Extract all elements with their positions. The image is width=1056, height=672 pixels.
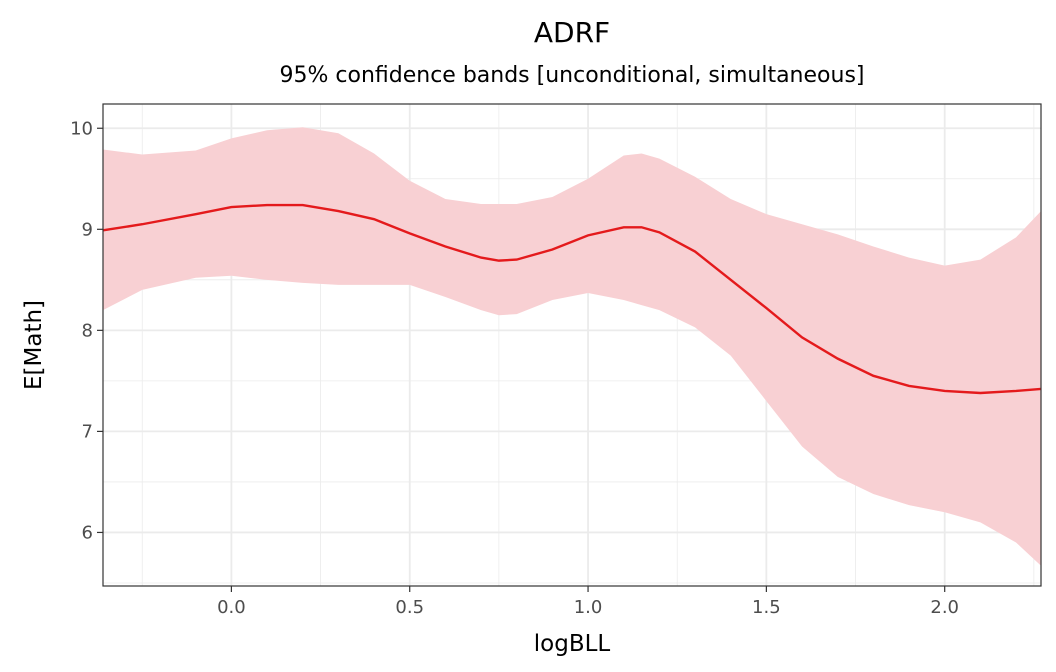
axis-ticks: 0.0 0.5 1.0 1.5 2.0 6 7 8 9 10 xyxy=(70,118,959,618)
x-axis-label: logBLL xyxy=(534,631,611,657)
estimate-line xyxy=(102,203,1042,395)
confidence-band xyxy=(103,127,1041,566)
chart-subtitle: 95% confidence bands [unconditional, sim… xyxy=(280,63,865,88)
y-tick-label: 7 xyxy=(82,421,93,442)
y-tick-label: 10 xyxy=(70,118,93,139)
x-tick-label: 1.0 xyxy=(574,597,603,618)
x-tick-label: 0.0 xyxy=(217,597,246,618)
y-tick-label: 6 xyxy=(82,522,93,543)
y-tick-label: 8 xyxy=(82,320,93,341)
chart-title: ADRF xyxy=(534,16,610,49)
panel-border xyxy=(102,103,1042,587)
x-tick-label: 1.5 xyxy=(752,597,781,618)
x-tick-label: 0.5 xyxy=(395,597,424,618)
y-axis-label: E[Math] xyxy=(21,300,47,390)
y-tick-label: 9 xyxy=(82,219,93,240)
x-tick-label: 2.0 xyxy=(930,597,959,618)
